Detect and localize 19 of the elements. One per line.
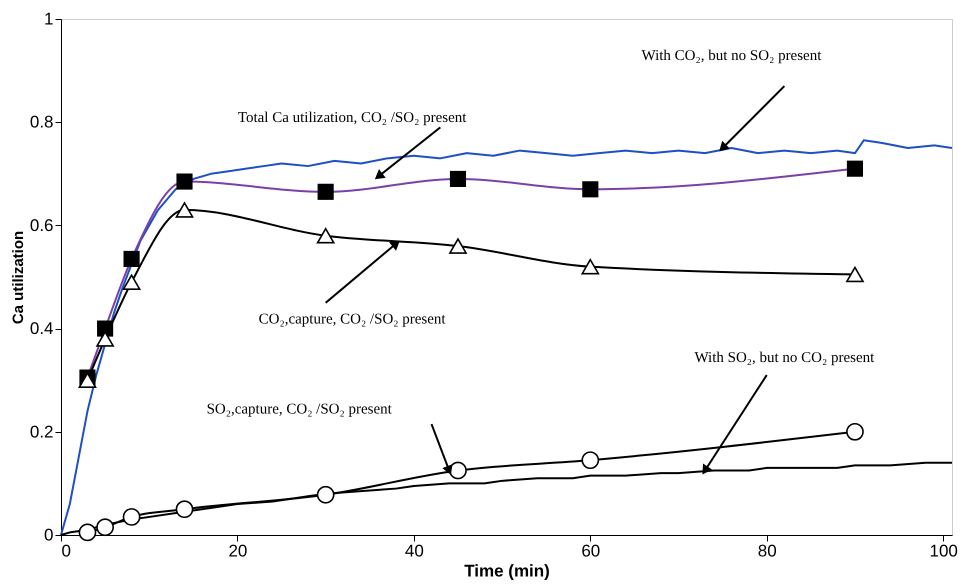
y-tick-label: 0.8 (30, 112, 54, 132)
annotation: Total Ca utilization, CO₂ /SO₂ present (238, 110, 468, 126)
y-tick-label: 0.6 (30, 216, 54, 235)
annotation: SO₂,capture, CO₂ /SO₂ present (206, 402, 393, 418)
y-tick-label: 0.4 (30, 319, 54, 338)
x-tick-label: 0 (62, 542, 71, 560)
x-tick-label: 20 (228, 542, 248, 560)
y-tick-label: 1 (44, 10, 54, 28)
x-tick-label: 40 (404, 542, 424, 560)
annotation: With SO₂, but no CO₂ present (694, 350, 876, 366)
x-tick-label: 60 (581, 542, 600, 560)
x-axis-title: Time (min) (464, 562, 550, 580)
annotation: With CO₂, but no SO₂ present (642, 48, 822, 64)
x-tick-label: 100 (929, 542, 958, 560)
y-tick-label: 0.2 (30, 422, 54, 442)
y-axis-title: Ca utilization (10, 230, 27, 324)
y-tick-label: 0 (44, 526, 54, 544)
x-tick-label: 80 (758, 542, 777, 560)
annotation: CO₂,capture, CO₂ /SO₂ present (258, 311, 446, 328)
